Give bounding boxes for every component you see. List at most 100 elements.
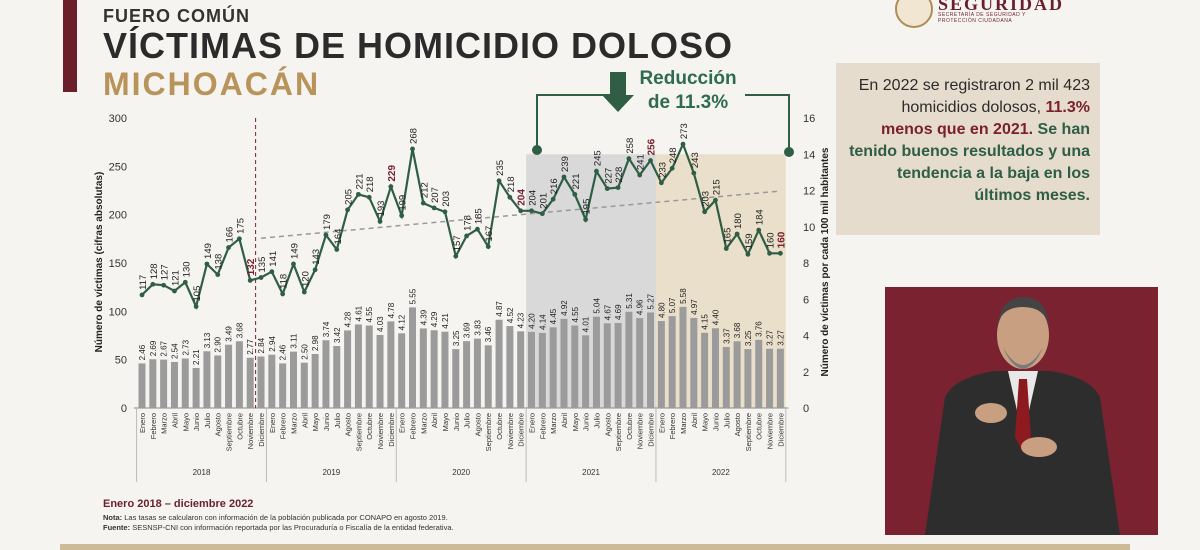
month-label: Septiembre [744, 413, 753, 451]
month-label: Febrero [538, 413, 547, 439]
victims-label: 127 [160, 264, 171, 280]
victims-point [182, 279, 188, 285]
rate-bar [376, 334, 384, 408]
victims-label: 204 [528, 190, 539, 206]
rate-label: 3.27 [776, 330, 785, 346]
rate-bar [592, 316, 600, 408]
victims-point [464, 233, 469, 239]
rate-label: 2.90 [214, 336, 223, 352]
rate-label: 3.13 [203, 332, 212, 348]
victims-label: 143 [311, 249, 322, 265]
reduction-line2: de 11.3% [647, 92, 729, 113]
rate-bar [289, 351, 297, 408]
victims-label: 149 [203, 243, 214, 259]
victims-label: 149 [289, 243, 300, 259]
month-label: Enero [528, 413, 537, 433]
victims-point [626, 156, 632, 162]
month-label: Marzo [549, 413, 558, 434]
month-label: Diciembre [517, 413, 526, 447]
victims-label: 248 [668, 147, 679, 163]
victims-label: 132 [246, 258, 257, 275]
victims-label: 243 [690, 152, 701, 168]
callout-text-3: Se han tenido buenos resultados y una te… [849, 121, 1090, 204]
month-label: Agosto [214, 413, 223, 436]
victims-label: 135 [257, 257, 268, 273]
rate-bar [473, 338, 481, 408]
month-label: Febrero [668, 413, 677, 439]
victims-point [323, 232, 329, 238]
rate-bar [463, 341, 471, 408]
rate-label: 3.42 [333, 327, 342, 343]
month-label: Septiembre [225, 413, 234, 451]
victims-point [691, 170, 697, 176]
victims-label: 221 [354, 174, 365, 190]
rate-label: 2.77 [246, 339, 255, 355]
y-left-tick: 150 [109, 258, 127, 270]
footnotes: Enero 2018 – diciembre 2022 Nota: Las ta… [103, 498, 454, 533]
month-label: Noviembre [506, 413, 515, 449]
victims-label: 245 [592, 150, 603, 166]
victims-label: 105 [192, 286, 203, 302]
y-right-tick: 6 [803, 294, 809, 306]
month-label: Noviembre [636, 413, 645, 449]
victims-point [485, 244, 491, 249]
month-label: Octubre [495, 413, 504, 440]
rate-label: 2.84 [257, 337, 266, 353]
rate-bar [246, 357, 254, 408]
rate-bar [647, 312, 655, 408]
y-right-tick: 0 [803, 403, 809, 415]
victims-point [604, 186, 610, 191]
month-label: Julio [463, 413, 472, 428]
rate-bar [484, 345, 492, 408]
year-label: 2019 [322, 468, 340, 477]
rate-bar [138, 363, 146, 408]
victims-point [442, 209, 448, 215]
month-label: Octubre [755, 413, 764, 440]
rate-label: 3.83 [473, 319, 482, 335]
rate-label: 5.07 [668, 297, 677, 313]
victims-label: 167 [484, 226, 495, 242]
victims-label: 256 [647, 138, 658, 155]
rate-bar [322, 340, 330, 408]
rate-label: 4.21 [441, 313, 450, 329]
bracket-left [536, 94, 625, 150]
y-right-tick: 12 [803, 186, 815, 198]
victims-label: 204 [517, 189, 528, 206]
victims-label: 207 [430, 187, 441, 203]
y-left-tick: 300 [109, 113, 127, 125]
rate-label: 3.27 [766, 330, 775, 346]
victims-label: 215 [711, 179, 722, 195]
victims-point [507, 194, 513, 200]
victims-label: 160 [766, 232, 777, 248]
rate-label: 3.37 [722, 328, 731, 344]
rate-label: 5.31 [625, 293, 634, 309]
victims-label: 235 [495, 160, 506, 176]
rate-label: 4.12 [398, 314, 407, 330]
victims-point [291, 261, 296, 267]
victims-point [150, 281, 156, 287]
victims-point [453, 253, 459, 259]
rate-label: 4.15 [701, 314, 710, 330]
rate-label: 4.97 [690, 299, 699, 315]
rate-label: 5.58 [679, 288, 688, 304]
month-label: Abril [170, 413, 179, 428]
victims-label: 216 [549, 178, 560, 194]
victims-label: 203 [701, 191, 712, 207]
month-label: Julio [333, 413, 342, 428]
month-label: Octubre [625, 413, 634, 440]
victims-label: 268 [409, 128, 420, 144]
y-left-tick: 50 [115, 355, 127, 367]
month-label: Septiembre [614, 413, 623, 451]
rate-label: 2.98 [311, 335, 320, 351]
y-left-tick: 250 [109, 161, 127, 173]
victims-point [637, 172, 643, 178]
victims-label: 228 [614, 167, 625, 183]
victims-label: 159 [744, 233, 755, 249]
rate-label: 3.25 [744, 330, 753, 346]
rate-label: 4.87 [495, 301, 504, 317]
note-text: Las tasas se calcularon con información … [124, 513, 448, 522]
victims-point [550, 196, 556, 202]
month-label: Abril [430, 413, 439, 428]
rate-label: 3.46 [484, 326, 493, 342]
rate-bar [755, 339, 763, 408]
